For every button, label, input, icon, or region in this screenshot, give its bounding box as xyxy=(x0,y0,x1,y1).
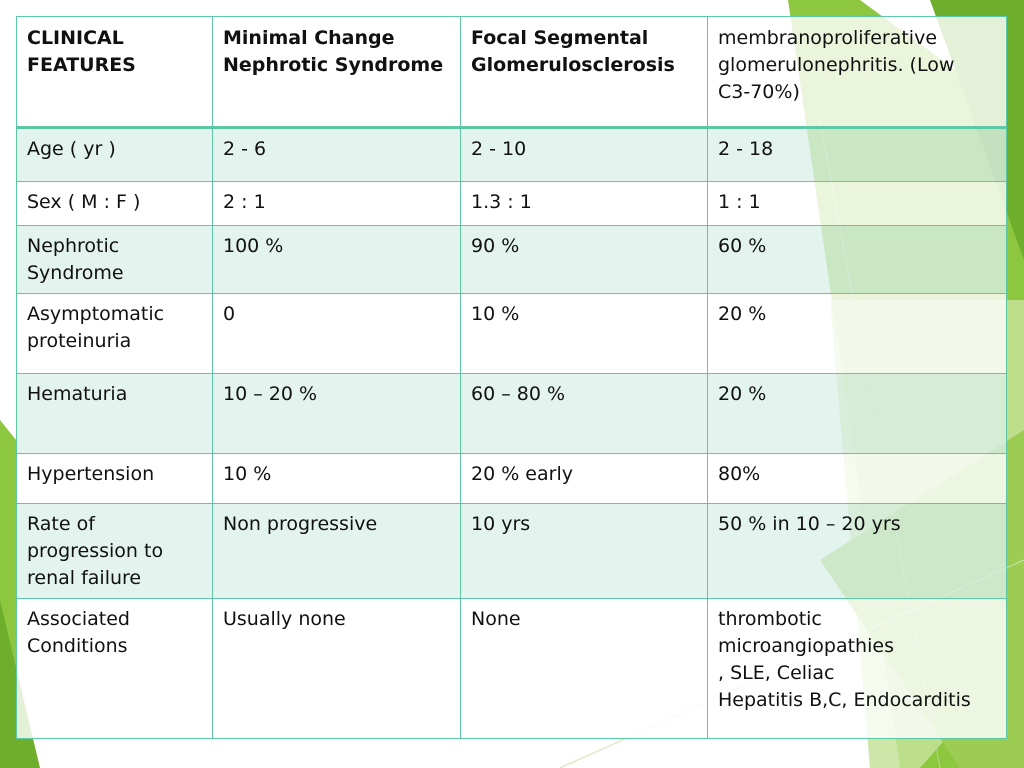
table-row-nephrotic-syndrome: Nephrotic Syndrome 100 % 90 % 60 % xyxy=(16,225,1007,294)
table-cell: thrombotic microangiopathies , SLE, Celi… xyxy=(707,598,1007,739)
table-row-asymptomatic-proteinuria: Asymptomatic proteinuria 0 10 % 20 % xyxy=(16,293,1007,374)
clinical-features-table: CLINICAL FEATURES Minimal Change Nephrot… xyxy=(16,16,1007,739)
table-cell: Rate of progression to renal failure xyxy=(16,503,213,599)
table-cell: Usually none xyxy=(212,598,461,739)
table-cell: 1 : 1 xyxy=(707,181,1007,226)
table-cell: 2 - 18 xyxy=(707,127,1007,182)
table-cell: 60 % xyxy=(707,225,1007,294)
table-cell: 2 - 10 xyxy=(460,127,708,182)
header-cell-clinical-features: CLINICAL FEATURES xyxy=(16,16,213,128)
table-cell: 1.3 : 1 xyxy=(460,181,708,226)
table-cell: 2 : 1 xyxy=(212,181,461,226)
table-cell: 90 % xyxy=(460,225,708,294)
table-row-rate-of-progression: Rate of progression to renal failure Non… xyxy=(16,503,1007,599)
table-cell: 20 % xyxy=(707,373,1007,454)
header-cell-mpgn: membranoproliferative glomerulonephritis… xyxy=(707,16,1007,128)
clinical-features-table-wrapper: CLINICAL FEATURES Minimal Change Nephrot… xyxy=(16,16,1008,739)
table-header-row: CLINICAL FEATURES Minimal Change Nephrot… xyxy=(16,16,1007,128)
header-cell-minimal-change: Minimal Change Nephrotic Syndrome xyxy=(212,16,461,128)
table-cell: 2 - 6 xyxy=(212,127,461,182)
table-row-associated-conditions: Associated Conditions Usually none None … xyxy=(16,598,1007,739)
table-cell: 10 yrs xyxy=(460,503,708,599)
table-cell: 80% xyxy=(707,453,1007,504)
table-row-sex: Sex ( M : F ) 2 : 1 1.3 : 1 1 : 1 xyxy=(16,181,1007,226)
table-cell: 0 xyxy=(212,293,461,374)
table-cell: 10 % xyxy=(460,293,708,374)
header-cell-fsgs: Focal Segmental Glomerulosclerosis xyxy=(460,16,708,128)
table-cell: Nephrotic Syndrome xyxy=(16,225,213,294)
table-cell: 50 % in 10 – 20 yrs xyxy=(707,503,1007,599)
table-cell: None xyxy=(460,598,708,739)
table-row-hematuria: Hematuria 10 – 20 % 60 – 80 % 20 % xyxy=(16,373,1007,454)
table-cell: 20 % early xyxy=(460,453,708,504)
table-cell: Non progressive xyxy=(212,503,461,599)
table-cell: 60 – 80 % xyxy=(460,373,708,454)
table-row-age: Age ( yr ) 2 - 6 2 - 10 2 - 18 xyxy=(16,127,1007,182)
table-cell: 10 % xyxy=(212,453,461,504)
table-cell: Sex ( M : F ) xyxy=(16,181,213,226)
table-cell: Associated Conditions xyxy=(16,598,213,739)
table-cell: 100 % xyxy=(212,225,461,294)
table-cell: Age ( yr ) xyxy=(16,127,213,182)
table-cell: 10 – 20 % xyxy=(212,373,461,454)
table-row-hypertension: Hypertension 10 % 20 % early 80% xyxy=(16,453,1007,504)
table-cell: Hypertension xyxy=(16,453,213,504)
table-cell: Asymptomatic proteinuria xyxy=(16,293,213,374)
table-cell: 20 % xyxy=(707,293,1007,374)
table-cell: Hematuria xyxy=(16,373,213,454)
